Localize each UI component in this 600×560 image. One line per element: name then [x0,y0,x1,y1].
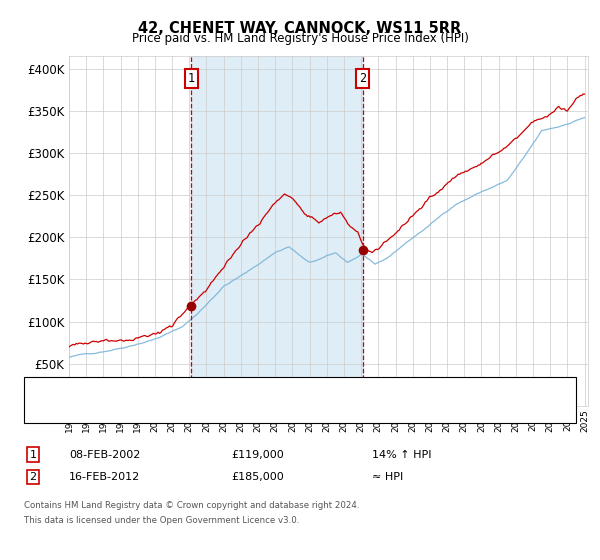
Text: £119,000: £119,000 [231,450,284,460]
Text: 08-FEB-2002: 08-FEB-2002 [69,450,140,460]
Text: Price paid vs. HM Land Registry's House Price Index (HPI): Price paid vs. HM Land Registry's House … [131,32,469,45]
Text: 1: 1 [187,72,194,85]
Bar [191,56,363,406]
Text: 42, CHENET WAY, CANNOCK, WS11 5RR (detached house): 42, CHENET WAY, CANNOCK, WS11 5RR (detac… [69,385,371,395]
Text: 14% ↑ HPI: 14% ↑ HPI [372,450,431,460]
Text: 1: 1 [29,450,37,460]
Text: 2: 2 [359,72,367,85]
Text: 16-FEB-2012: 16-FEB-2012 [69,472,140,482]
Text: This data is licensed under the Open Government Licence v3.0.: This data is licensed under the Open Gov… [24,516,299,525]
Text: 2: 2 [29,472,37,482]
Text: Contains HM Land Registry data © Crown copyright and database right 2024.: Contains HM Land Registry data © Crown c… [24,501,359,510]
Text: £185,000: £185,000 [231,472,284,482]
Text: 42, CHENET WAY, CANNOCK, WS11 5RR: 42, CHENET WAY, CANNOCK, WS11 5RR [139,21,461,36]
Text: ≈ HPI: ≈ HPI [372,472,403,482]
Text: HPI: Average price, detached house, Cannock Chase: HPI: Average price, detached house, Cann… [69,405,343,415]
